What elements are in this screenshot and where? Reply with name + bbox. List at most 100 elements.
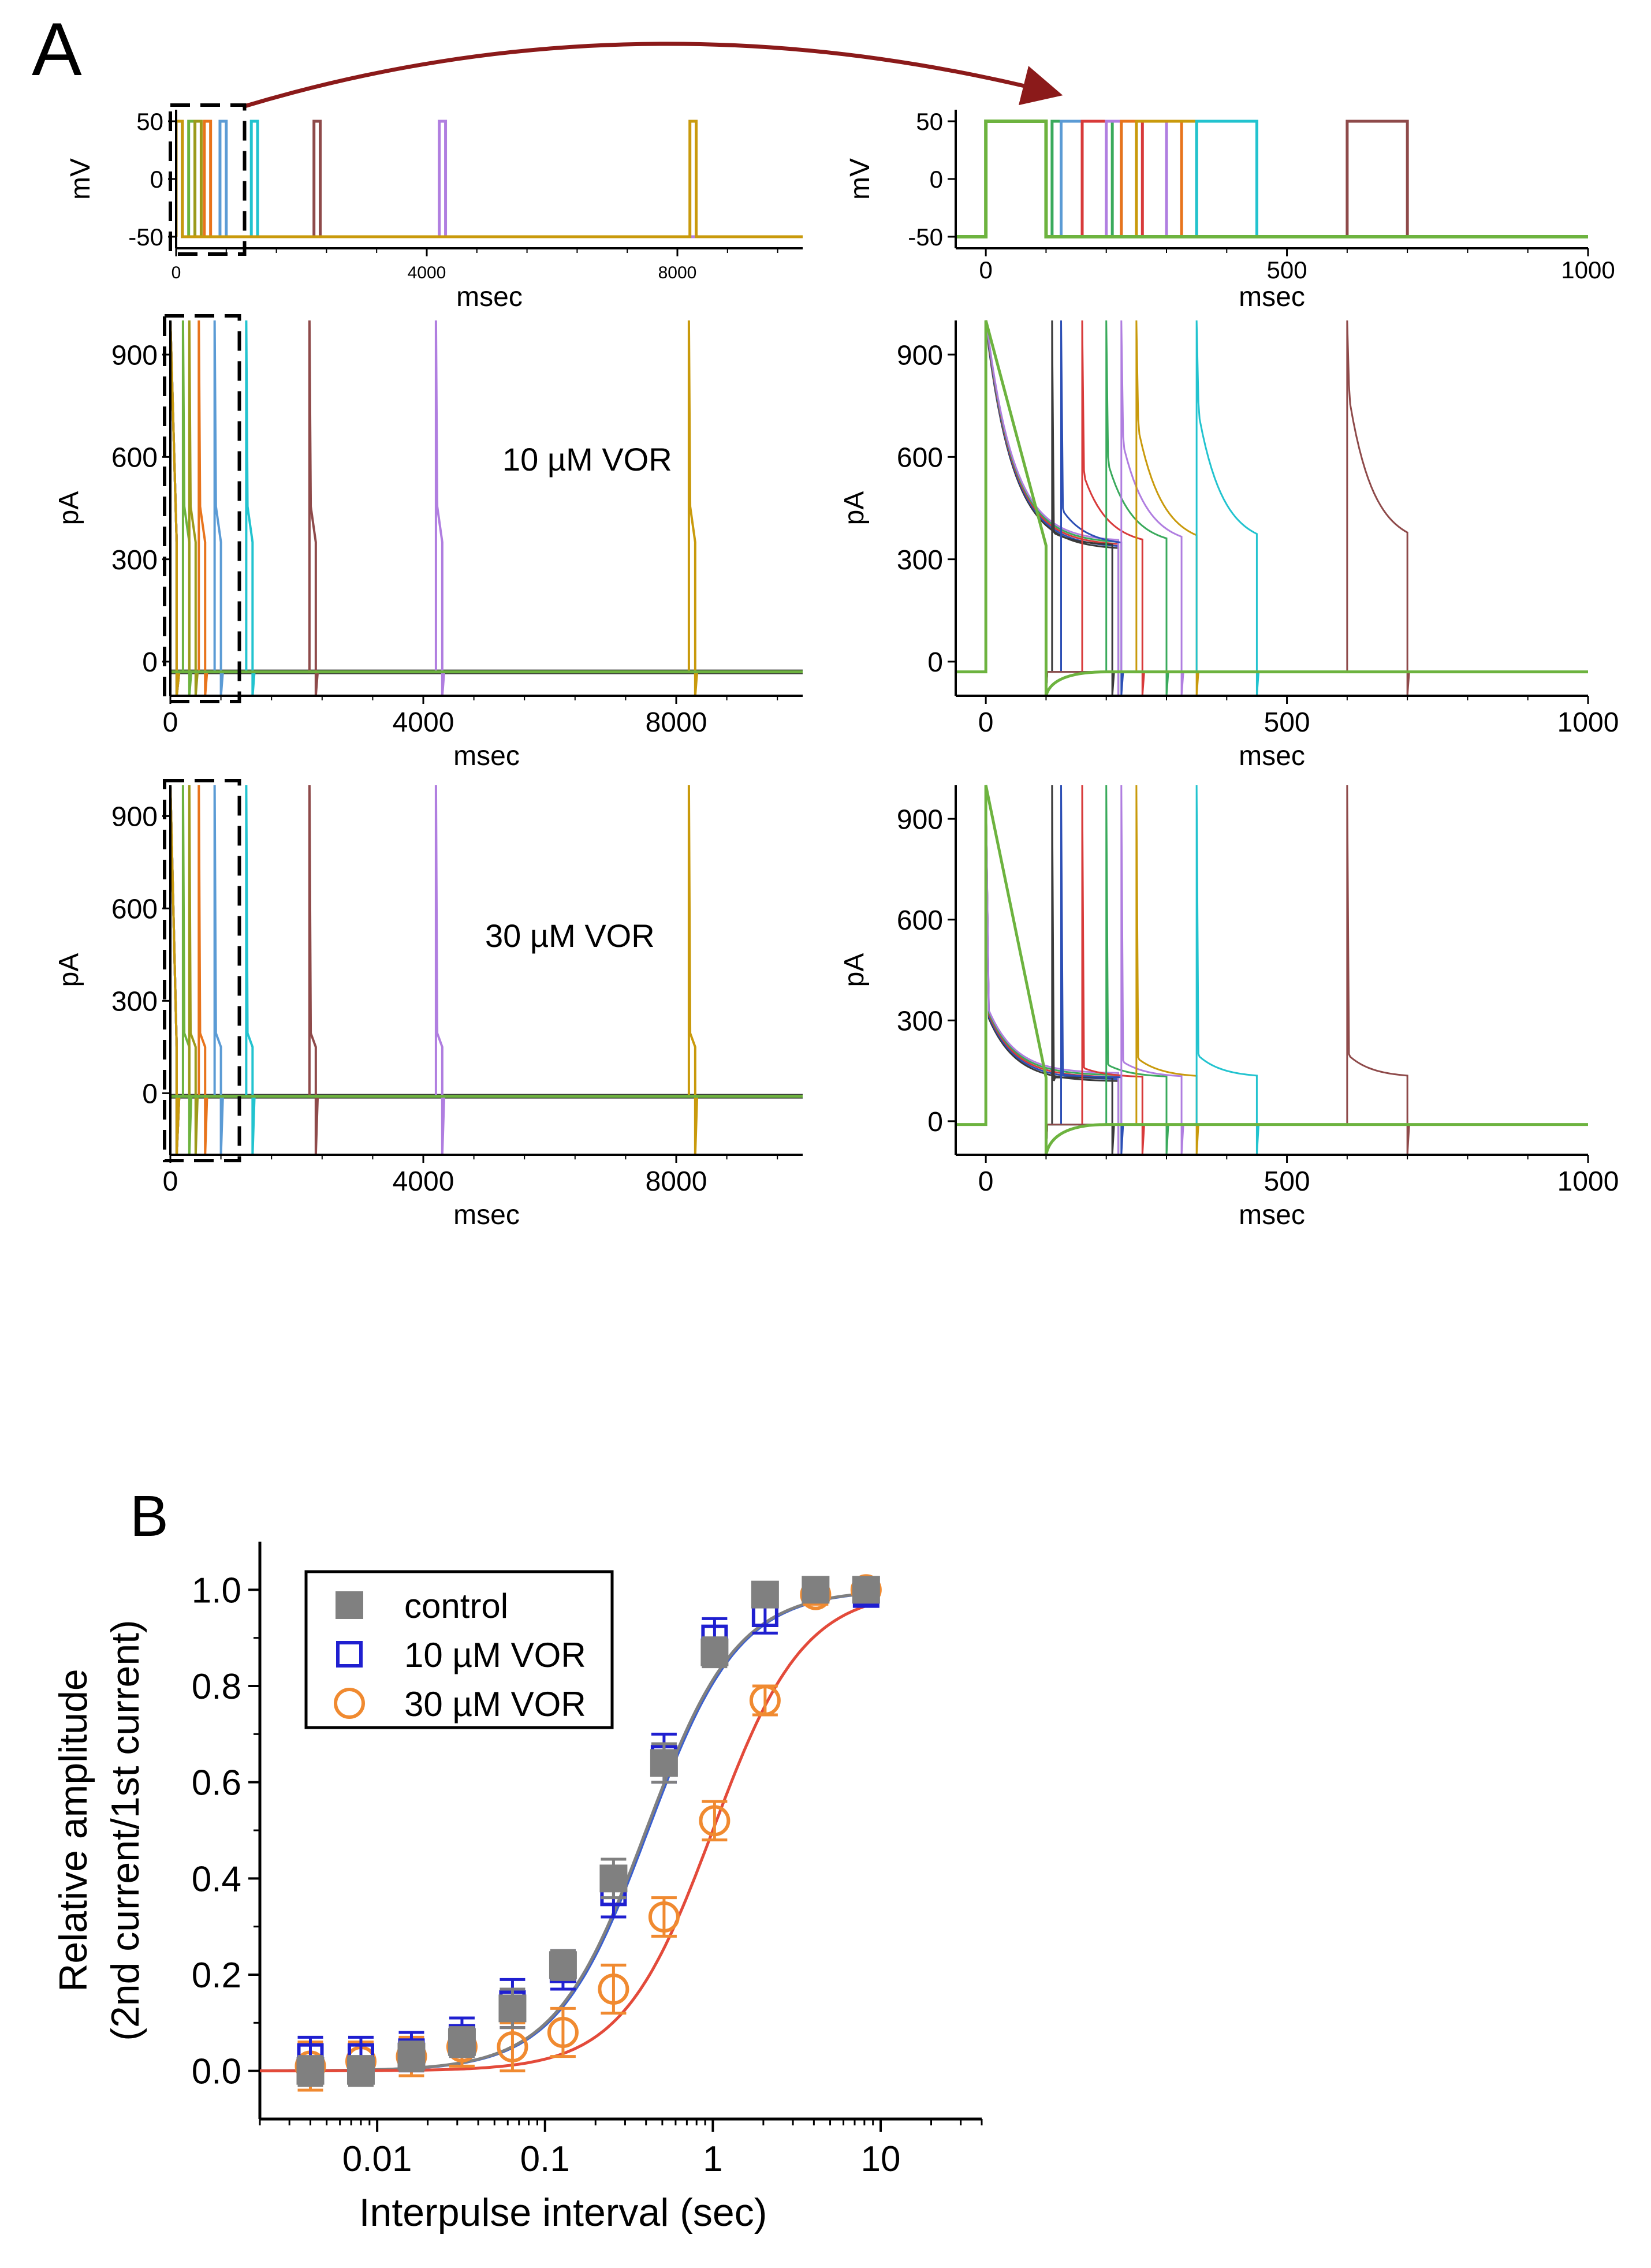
y-axis-title: pA	[54, 953, 84, 987]
label-30uM-vor: 30 µM VOR	[485, 917, 655, 954]
x-tick-label: 0	[163, 707, 178, 738]
current-trace	[172, 320, 803, 695]
x-axis-title: msec	[456, 282, 523, 312]
b-x-tick-label: 10	[861, 2139, 901, 2179]
y-tick-label: 300	[111, 987, 158, 1017]
data-point-control	[498, 1994, 527, 2023]
x-tick-label: 1000	[1557, 1166, 1619, 1197]
traces	[172, 320, 803, 695]
x-tick-label: 0	[172, 263, 181, 282]
b-y-axis-title-1: Relative amplitude	[51, 1669, 95, 1991]
y-axis-title: pA	[839, 953, 870, 987]
x-tick-label: 0	[978, 1166, 994, 1197]
x-axis-title: msec	[453, 1200, 520, 1230]
current-trace	[172, 320, 803, 695]
y-tick-label: 0	[142, 647, 158, 678]
current-trace-second	[1045, 785, 1588, 1154]
zoom-arrow	[241, 42, 1063, 109]
current-trace-first	[957, 785, 1120, 1154]
current-trace	[172, 320, 803, 695]
b-y-tick-label: 0.6	[192, 1763, 241, 1803]
data-point-control	[346, 2057, 375, 2085]
label-10uM-vor: 10 µM VOR	[502, 441, 672, 478]
legend-marker	[334, 1688, 365, 1719]
y-tick-label: -50	[908, 223, 943, 251]
x-tick-label: 4000	[393, 1166, 454, 1197]
b-y-axis-title-2: (2nd current/1st current)	[103, 1620, 147, 2041]
current-trace-first	[957, 785, 1120, 1154]
plot-current_10uM_zoom: 0 500 1000 900 600 300 0 msec pA	[839, 320, 1619, 771]
y-tick-label: 50	[136, 108, 163, 135]
data-point-30uM	[547, 2017, 579, 2048]
y-axis-title: pA	[54, 491, 84, 525]
voltage-trace	[177, 120, 803, 238]
y-tick-label: 0	[142, 1079, 158, 1110]
data-point-control	[549, 1951, 577, 1979]
current-trace-second	[1045, 320, 1588, 695]
data-point-control	[296, 2057, 325, 2085]
current-trace-second	[1045, 785, 1588, 1154]
b-x-axis-title: Interpulse interval (sec)	[359, 2191, 767, 2235]
current-trace-first	[957, 785, 1120, 1154]
legend-label: 10 µM VOR	[404, 1636, 586, 1674]
data-point-control	[751, 1580, 779, 1609]
data-point-control	[802, 1576, 830, 1604]
voltage-trace	[177, 120, 803, 238]
panel-label-b: B	[130, 1484, 169, 1549]
panel-label-a: A	[32, 7, 82, 91]
voltage-trace	[957, 120, 1588, 238]
data-point-control	[397, 2042, 426, 2071]
x-tick-label: 0	[163, 1166, 178, 1197]
x-tick-label: 8000	[658, 263, 697, 282]
current-trace-second	[1045, 320, 1588, 695]
legend-label: 30 µM VOR	[404, 1685, 586, 1724]
current-trace-second	[1045, 320, 1588, 695]
current-trace-second	[1045, 785, 1588, 1154]
legend-marker	[336, 1641, 363, 1668]
current-trace	[172, 785, 803, 1154]
b-y-tick-label: 1.0	[192, 1571, 241, 1610]
y-tick-label: 0	[150, 166, 163, 193]
zoom-region-box	[163, 779, 241, 1162]
voltage-trace	[957, 120, 1588, 238]
current-trace	[172, 785, 803, 1154]
current-trace	[172, 785, 803, 1154]
x-tick-label: 500	[1267, 256, 1307, 284]
data-point-30uM	[497, 2031, 528, 2062]
y-tick-label: 0	[927, 647, 943, 678]
y-tick-label: -50	[128, 223, 163, 251]
y-tick-label: 900	[111, 802, 158, 833]
x-tick-label: 500	[1264, 1166, 1310, 1197]
x-axis-title: msec	[1239, 741, 1305, 771]
voltage-trace	[177, 120, 803, 238]
zoom-region-box	[169, 103, 247, 256]
current-trace	[172, 785, 803, 1154]
data-point-control	[599, 1864, 628, 1893]
current-trace-second	[1045, 320, 1588, 695]
traces	[172, 785, 803, 1154]
x-axis-title: msec	[1239, 1200, 1305, 1230]
current-trace-second	[1045, 785, 1588, 1154]
current-trace-first	[957, 785, 1120, 1154]
x-tick-label: 0	[979, 256, 992, 284]
voltage-trace	[177, 120, 803, 238]
data-point-control	[700, 1638, 729, 1666]
voltage-trace	[957, 120, 1588, 238]
current-trace-second	[1045, 320, 1588, 695]
voltage-trace	[957, 120, 1588, 238]
plot-current_10uM_full: 0 4000 8000 900 600 300 0 msec pA	[54, 314, 803, 771]
traces	[957, 785, 1588, 1154]
traces	[957, 320, 1588, 695]
y-axis-title: mV	[845, 158, 875, 200]
voltage-trace-first	[957, 120, 1588, 238]
current-trace	[172, 785, 803, 1154]
current-trace-second	[1045, 320, 1588, 695]
current-trace	[172, 320, 803, 695]
current-trace	[172, 320, 803, 695]
voltage-trace	[177, 120, 803, 238]
plot-current_30uM_zoom: 0 500 1000 900 600 300 0 msec pA	[839, 785, 1619, 1230]
current-trace-second	[1045, 320, 1588, 695]
y-tick-label: 900	[897, 804, 943, 835]
b-y-tick-label: 0.0	[192, 2052, 241, 2092]
